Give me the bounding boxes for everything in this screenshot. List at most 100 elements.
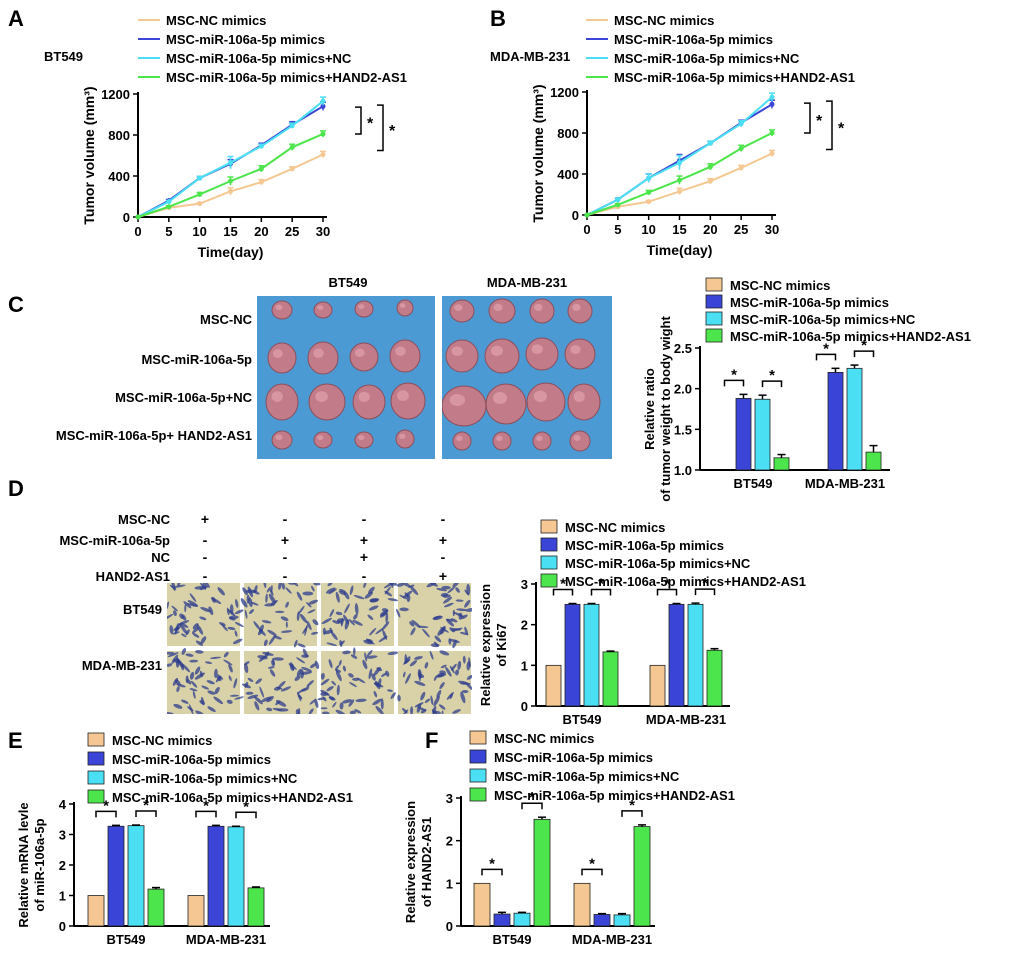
chart-d-legend-swatch-1 <box>540 537 558 552</box>
ihc-nucleus <box>312 619 319 626</box>
ihc-nucleus <box>200 696 205 706</box>
ihc-nucleus <box>320 672 325 680</box>
tumor-highlight <box>395 346 406 356</box>
chart-c-legend-label-2: MSC-miR-106a-5p mimics+NC <box>730 312 916 327</box>
chart-d-ytick-label: 2 <box>521 618 528 633</box>
ihc-nucleus <box>229 604 234 615</box>
ihc-nucleus <box>349 710 357 714</box>
ihc-nucleus <box>409 585 419 596</box>
chart-a-ylabel: Tumor volume (mm³) <box>81 86 97 224</box>
chart-a-point <box>320 151 326 157</box>
chart-c-ytick-label: 1.5 <box>674 422 692 437</box>
tumor-highlight <box>454 304 463 311</box>
chart-a-legend-label-0: MSC-NC mimics <box>166 13 266 28</box>
chart-d-legend-swatch-2 <box>540 555 558 570</box>
ihc-nucleus <box>234 621 244 628</box>
ihc-nucleus <box>440 625 446 635</box>
chart-b-ytick-label: 800 <box>557 126 579 141</box>
ihc-nucleus <box>253 621 261 630</box>
ihc-nucleus <box>366 655 378 659</box>
tumor-highlight <box>271 391 283 402</box>
ihc-nucleus <box>182 663 191 673</box>
ihc-nucleus <box>195 650 204 654</box>
ihc-nucleus <box>455 587 460 593</box>
ihc-nucleus <box>293 583 299 587</box>
chart-f-bar-mda-mb-231-1 <box>593 914 611 927</box>
chart-d-bar-bt549-1 <box>564 603 581 707</box>
ihc-nucleus <box>338 659 342 666</box>
chart-d-sig-star: * <box>702 575 708 592</box>
ihc-nucleus <box>456 608 468 612</box>
ihc-nucleus <box>410 627 416 636</box>
tumor-highlight <box>570 345 581 354</box>
chart-c-category-label: MDA-MB-231 <box>805 476 885 491</box>
ihc-row-label-bt549: BT549 <box>123 602 162 617</box>
ihc-nucleus <box>297 643 306 648</box>
ihc-nucleus <box>443 602 454 608</box>
ihc-nucleus <box>249 609 255 614</box>
ihc-nucleus <box>278 680 286 689</box>
chart-c-legend-label-1: MSC-miR-106a-5p mimics <box>730 295 889 310</box>
condition-sign: - <box>203 532 208 548</box>
ihc-nucleus <box>299 613 308 623</box>
ihc-nucleus <box>326 642 337 647</box>
ihc-nucleus <box>288 663 297 670</box>
chart-b-subtitle: MDA-MB-231 <box>490 49 570 64</box>
ihc-nucleus <box>331 631 338 641</box>
chart-b-ytick-label: 1200 <box>550 85 579 100</box>
tumor-highlight <box>315 391 328 402</box>
ihc-nucleus <box>466 583 471 596</box>
chart-e-bar-mda-mb-231-3 <box>247 887 265 927</box>
charts-layer: MSC-NC mimics MSC-miR-106a-5p mimics MSC-m… <box>16 13 971 947</box>
panel-letter-a: A <box>8 6 24 31</box>
ihc-row-label-mdamb231: MDA-MB-231 <box>82 658 162 673</box>
ihc-nucleus <box>364 652 368 662</box>
ihc-nucleus <box>205 583 210 589</box>
ihc-nucleus <box>226 607 230 616</box>
chart-c-category-label: BT549 <box>733 476 772 491</box>
ihc-nucleus <box>259 686 265 698</box>
ihc-nucleus <box>308 599 318 605</box>
chart-a-point <box>289 123 295 129</box>
chart-a-point <box>289 144 295 150</box>
ihc-nucleus <box>185 675 189 684</box>
ihc-nucleus <box>173 703 183 709</box>
chart-b-point <box>646 199 652 205</box>
ihc-nucleus <box>296 687 307 694</box>
chart-c-legend-label-0: MSC-NC mimics <box>730 278 830 293</box>
ihc-nucleus <box>405 673 411 684</box>
ihc-nucleus <box>350 654 358 659</box>
ihc-nucleus <box>424 698 431 703</box>
chart-e-ytick-label: 3 <box>59 828 66 843</box>
tumor-highlight <box>275 434 283 440</box>
chart-f-sig-star: * <box>489 855 495 872</box>
ihc-nucleus <box>192 632 200 638</box>
ihc-nucleus <box>331 680 337 686</box>
ihc-nucleus <box>378 635 388 643</box>
chart-e-bar-mda-mb-231-2 <box>227 826 245 927</box>
chart-c-sig-bracket <box>723 379 745 387</box>
ihc-nucleus <box>175 660 180 668</box>
chart-f-legend-swatch-1 <box>469 749 487 764</box>
chart-a-ytick-label: 400 <box>108 169 130 184</box>
ihc-nucleus <box>432 615 443 621</box>
ihc-nucleus <box>354 603 359 615</box>
chart-b-ytick-label: 400 <box>557 167 579 182</box>
chart-d-bar-mda-mb-231-1 <box>668 603 685 707</box>
chart-e-legend-label-3: MSC-miR-106a-5p mimics+HAND2-AS1 <box>112 790 353 805</box>
ihc-nucleus <box>200 606 211 613</box>
condition-sign: - <box>441 549 446 565</box>
ihc-nucleus <box>402 590 413 599</box>
ihc-tile <box>167 583 240 646</box>
ihc-nucleus <box>446 691 454 700</box>
ihc-nucleus <box>452 583 460 588</box>
ihc-nucleus <box>466 674 472 680</box>
chart-d-bar-mda-mb-231-0 <box>649 664 666 707</box>
ihc-nucleus <box>234 609 244 615</box>
chart-d-sig-bracket <box>552 588 574 596</box>
ihc-nucleus <box>241 683 251 689</box>
ihc-nucleus <box>335 591 340 603</box>
chart-b-point <box>769 130 775 136</box>
ihc-nucleus <box>399 607 409 612</box>
